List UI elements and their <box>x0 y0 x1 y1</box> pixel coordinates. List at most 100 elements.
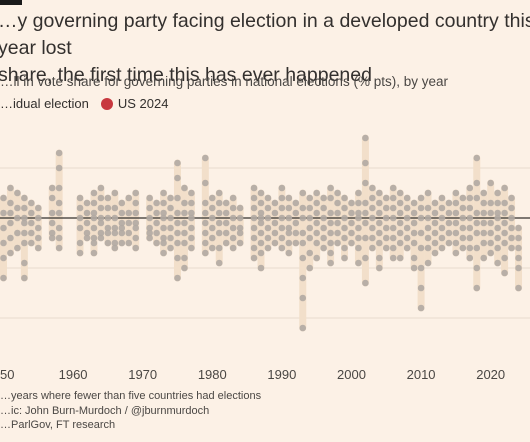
election-dot <box>174 254 181 262</box>
election-dot <box>501 239 508 247</box>
election-dot <box>424 244 432 252</box>
election-dot <box>487 249 494 257</box>
election-dot <box>222 199 230 207</box>
election-dot <box>153 219 160 227</box>
election-dot <box>0 274 7 282</box>
election-dot <box>97 219 105 227</box>
election-dot <box>132 219 140 227</box>
election-dot <box>132 209 140 217</box>
election-dot <box>7 199 14 207</box>
election-dot <box>334 199 341 207</box>
election-dot <box>0 209 7 217</box>
election-dot <box>508 194 515 202</box>
election-dot <box>202 219 209 227</box>
election-dot <box>7 209 14 217</box>
chart-notes: …years where fewer than five countries h… <box>0 389 261 433</box>
legend-label-individual-election: …idual election <box>0 96 89 111</box>
election-dot <box>202 179 209 187</box>
election-dot <box>21 214 28 222</box>
x-tick-label: 1990 <box>267 367 296 382</box>
election-dot <box>153 209 160 217</box>
election-dot <box>174 194 181 202</box>
election-dot <box>21 239 28 247</box>
election-dot <box>202 229 209 237</box>
election-dot <box>445 199 453 207</box>
election-dot <box>90 249 98 257</box>
election-dot <box>334 209 341 217</box>
election-dot <box>278 214 286 222</box>
election-dot <box>28 239 35 247</box>
election-dot <box>313 219 320 227</box>
election-dot <box>257 249 265 257</box>
election-dot <box>76 249 84 257</box>
election-dot <box>271 239 279 247</box>
election-dot <box>292 239 300 247</box>
election-dot <box>494 234 501 242</box>
election-dot <box>28 219 35 227</box>
election-dot <box>417 229 425 237</box>
election-dot <box>83 229 91 237</box>
election-dot <box>167 194 174 202</box>
election-dot <box>424 234 432 242</box>
election-dot <box>389 184 397 192</box>
election-dot <box>376 239 383 247</box>
election-dot <box>424 224 432 232</box>
election-dot <box>501 184 508 192</box>
election-dot <box>459 214 467 222</box>
election-dot <box>208 234 216 242</box>
election-dot <box>7 219 14 227</box>
election-dot <box>28 209 35 217</box>
election-dot <box>376 229 383 237</box>
election-dot <box>55 209 63 217</box>
election-dot <box>181 239 188 247</box>
election-dot <box>348 239 355 247</box>
election-dot <box>146 229 153 237</box>
election-dot <box>396 239 404 247</box>
election-dot <box>369 224 376 232</box>
election-dot <box>376 199 383 207</box>
election-dot <box>327 194 334 202</box>
election-dot <box>83 234 91 242</box>
election-dot <box>271 219 279 227</box>
election-dot <box>452 229 460 237</box>
election-dot <box>257 209 265 217</box>
election-dot <box>118 239 126 247</box>
election-dot <box>501 219 508 227</box>
election-dot <box>466 184 474 192</box>
election-dot <box>438 194 446 202</box>
election-dot <box>264 234 272 242</box>
election-dot <box>292 199 300 207</box>
election-dot <box>111 214 119 222</box>
election-dot <box>501 254 508 262</box>
election-dot <box>250 214 258 222</box>
election-dot <box>111 189 119 197</box>
election-dot <box>403 204 411 212</box>
election-dot <box>515 264 522 272</box>
x-tick-label: 50 <box>0 367 14 382</box>
election-dot <box>299 229 307 237</box>
election-dot <box>160 209 167 217</box>
election-dot <box>76 204 84 212</box>
election-dot <box>376 189 383 197</box>
election-dot <box>97 184 105 192</box>
election-dot <box>160 249 167 257</box>
election-dot <box>104 214 112 222</box>
election-dot <box>55 164 63 172</box>
election-dot <box>389 234 397 242</box>
election-dot <box>431 219 439 227</box>
election-dot <box>431 249 439 257</box>
election-dot <box>83 199 91 207</box>
election-dot <box>132 199 140 207</box>
election-dot <box>257 199 265 207</box>
election-dot <box>132 234 140 242</box>
election-dot <box>28 199 35 207</box>
election-dot <box>174 239 181 247</box>
election-dot <box>202 199 209 207</box>
election-dot <box>410 264 418 272</box>
election-dot <box>362 219 369 227</box>
election-dot <box>167 234 174 242</box>
election-dot <box>167 244 174 252</box>
election-dot <box>341 244 348 252</box>
chart-title: …y governing party facing election in a … <box>0 10 530 86</box>
election-dot <box>97 234 105 242</box>
